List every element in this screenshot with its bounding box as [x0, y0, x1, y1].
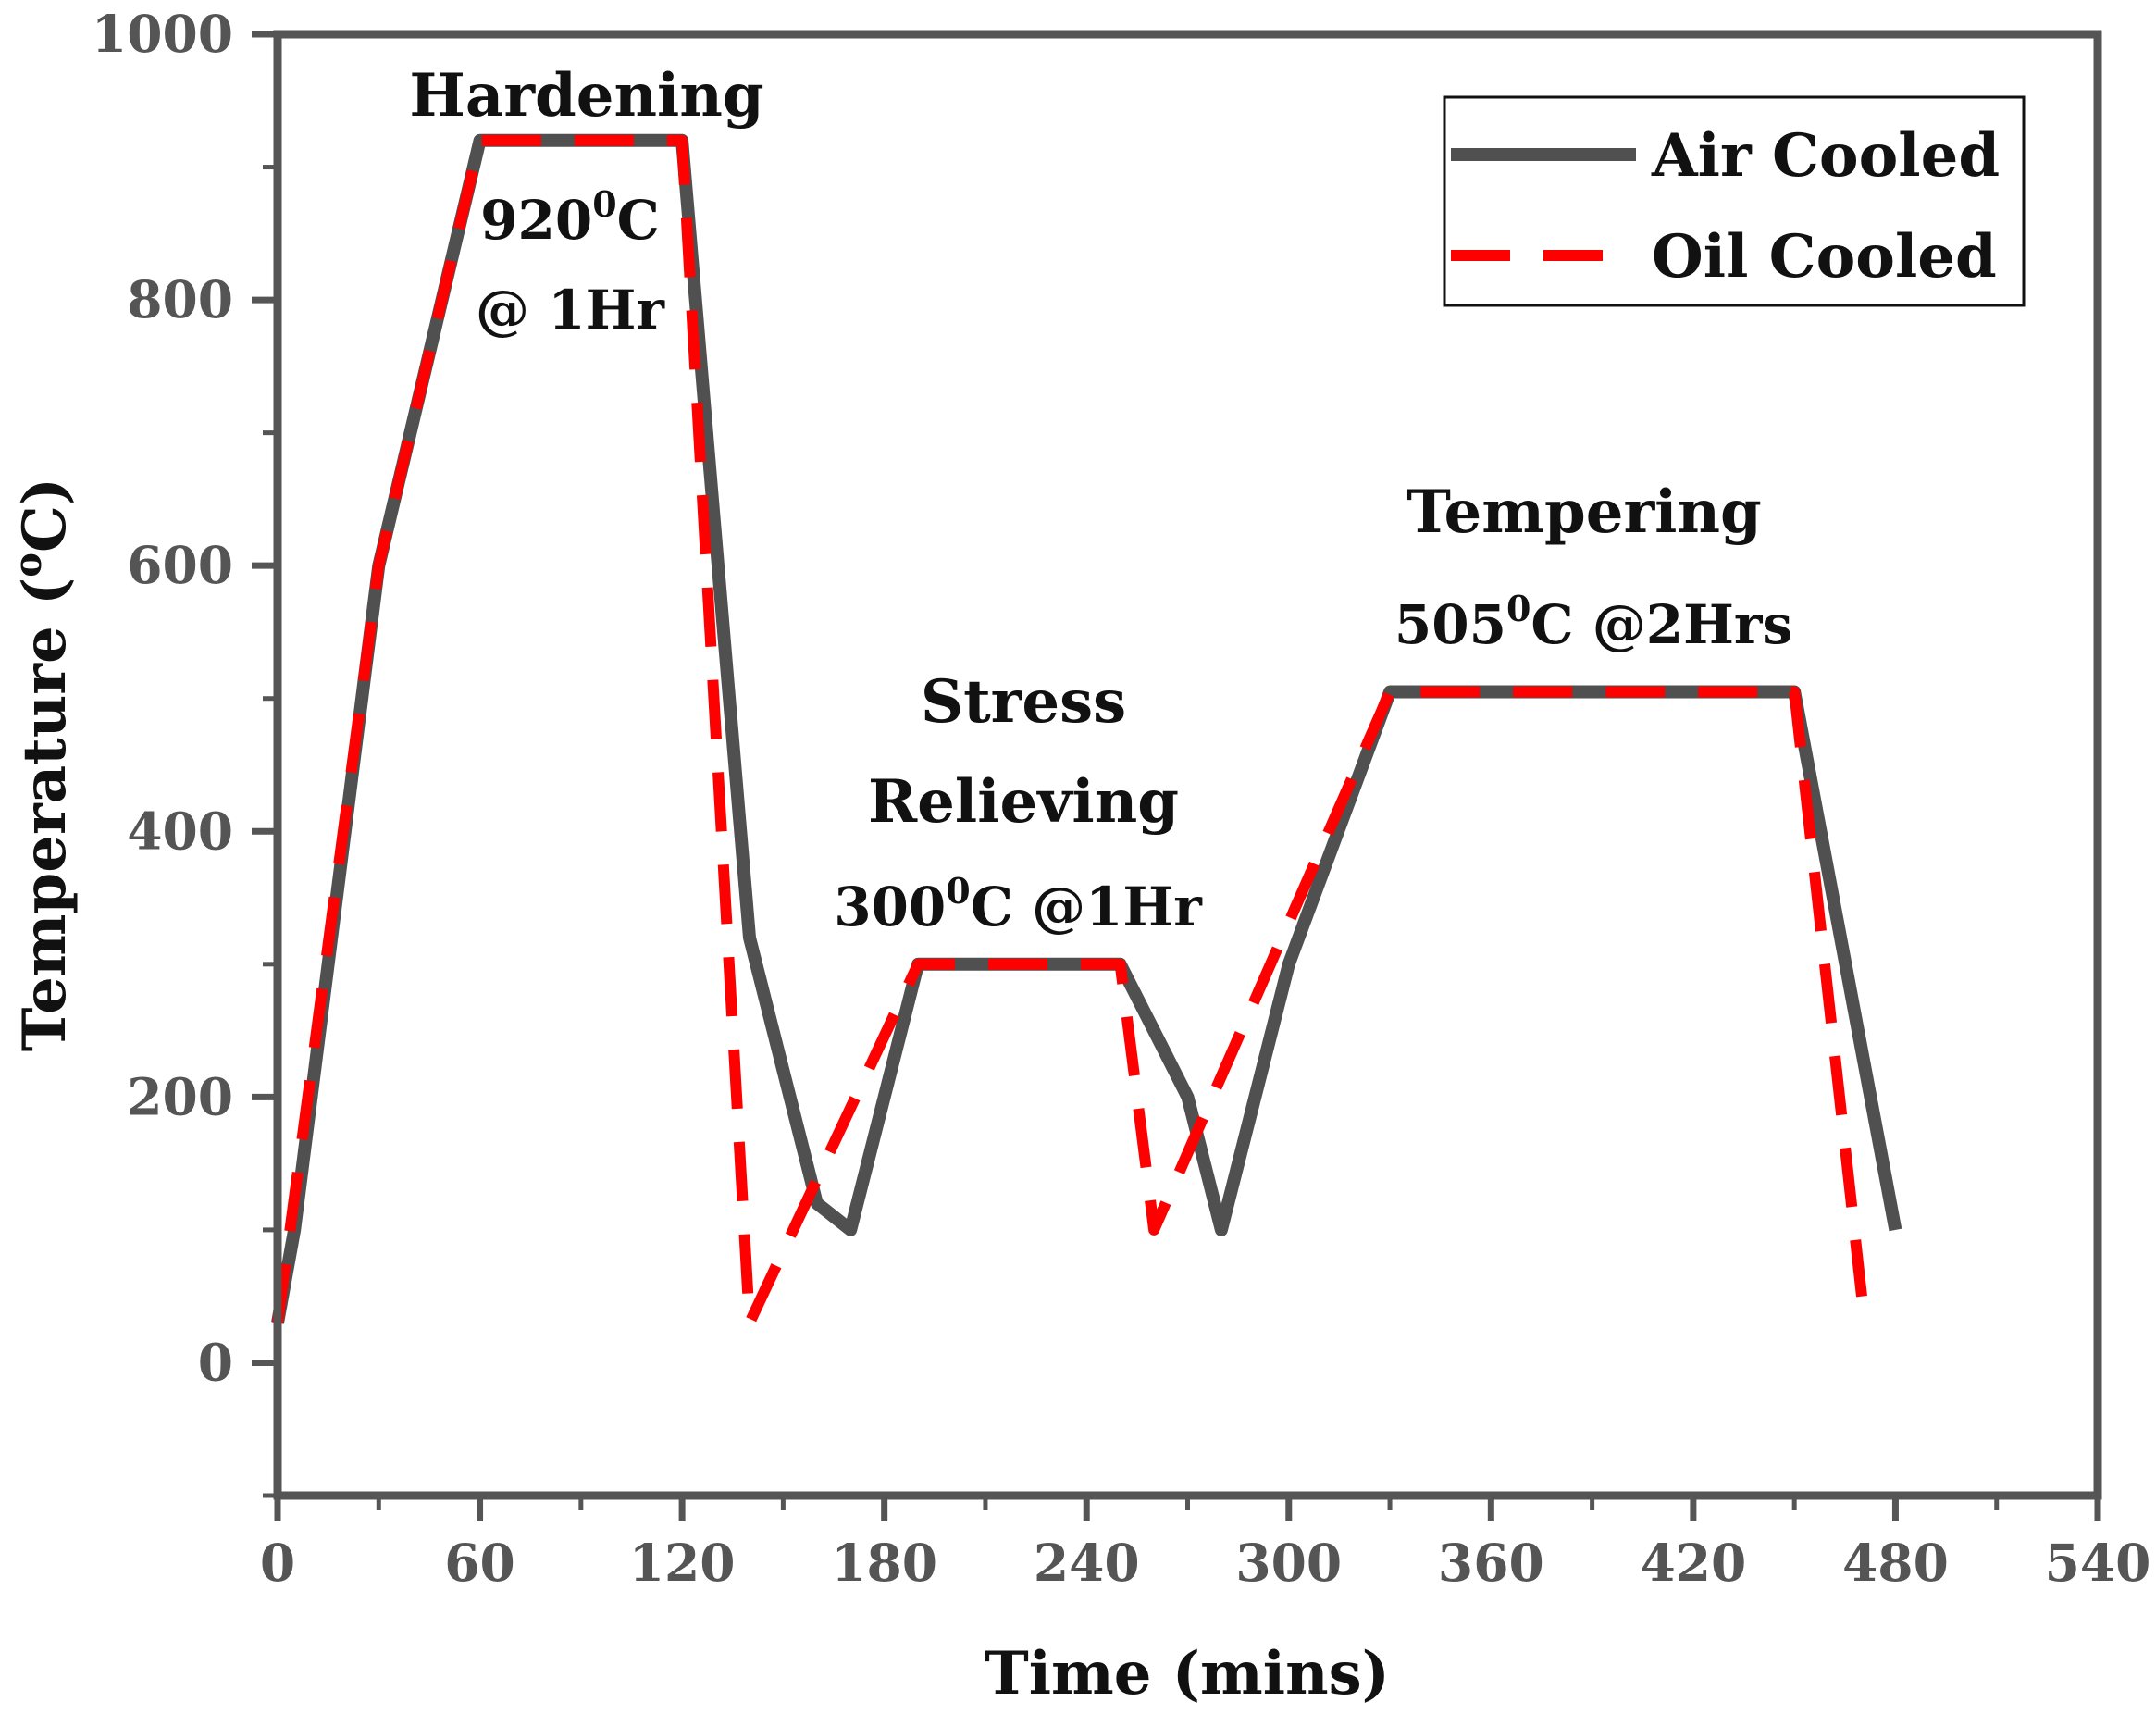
- x-tick-label: 420: [1640, 1533, 1746, 1593]
- annotation-stress-line1: Stress: [921, 667, 1126, 737]
- x-tick-label: 0: [260, 1533, 295, 1593]
- annotation-stress-temp: 3000C @1Hr: [834, 870, 1203, 938]
- series-line-oil-cooled: [272, 134, 1867, 1329]
- x-tick-label: 240: [1034, 1533, 1140, 1593]
- legend-label-oil-cooled: Oil Cooled: [1652, 222, 1997, 292]
- y-tick-label: 600: [127, 535, 233, 595]
- annotation-hardening-temp: 9200C: [480, 183, 660, 252]
- y-tick-label: 400: [127, 801, 233, 861]
- annotation-stress-temp-value: 300: [834, 876, 946, 938]
- legend-box: [1443, 95, 2026, 307]
- y-axis-title-main: Temperature (: [10, 578, 80, 1051]
- y-tick-label: 1000: [92, 4, 233, 64]
- annotation-tempering-temp-value: 505: [1394, 593, 1506, 656]
- ticks-layer: 0 60 120 180 240 300 360 420 480 540 0 200 400 600 800…: [92, 4, 2150, 1593]
- annotation-tempering-title: Tempering: [1406, 478, 1762, 547]
- x-tick-label: 300: [1235, 1533, 1342, 1593]
- x-tick-label: 120: [629, 1533, 736, 1593]
- y-axis-title: Temperature (oC): [6, 478, 80, 1051]
- x-tick-label: 60: [444, 1533, 515, 1593]
- plot-frame: [273, 30, 2102, 1500]
- annotation-hardening-temp-unit: C: [617, 189, 660, 252]
- x-tick-label: 540: [2045, 1533, 2151, 1593]
- y-tick-label: 0: [198, 1332, 233, 1392]
- legend-label-air-cooled: Air Cooled: [1651, 121, 2000, 191]
- y-tick-label: 800: [127, 269, 233, 329]
- legend: Air Cooled Oil Cooled: [1443, 95, 2026, 307]
- x-tick-label: 360: [1438, 1533, 1544, 1593]
- x-tick-label: 480: [1842, 1533, 1949, 1593]
- series-layer: [271, 133, 1902, 1329]
- annotation-hardening-temp-sup: 0: [592, 183, 616, 225]
- annotation-hardening-temp-value: 920: [480, 189, 592, 252]
- annotation-hardening-time: @ 1Hr: [476, 279, 665, 342]
- annotation-stress-temp-rest: C @1Hr: [971, 876, 1204, 938]
- x-tick-label: 180: [831, 1533, 937, 1593]
- annotation-stress-temp-sup: 0: [946, 870, 970, 912]
- x-axis-title: Time (mins): [985, 1639, 1390, 1708]
- annotation-tempering-temp-sup: 0: [1506, 588, 1530, 629]
- y-tick-label: 200: [127, 1066, 233, 1126]
- y-axis-title-sup: o: [6, 553, 50, 578]
- annotation-stress-line2: Relieving: [868, 767, 1179, 837]
- y-axis-title-unit: C): [10, 478, 80, 553]
- annotation-tempering-temp: 5050C @2Hrs: [1394, 588, 1792, 656]
- annotation-tempering-temp-rest: C @2Hrs: [1530, 593, 1792, 656]
- annotation-hardening-title: Hardening: [409, 61, 763, 130]
